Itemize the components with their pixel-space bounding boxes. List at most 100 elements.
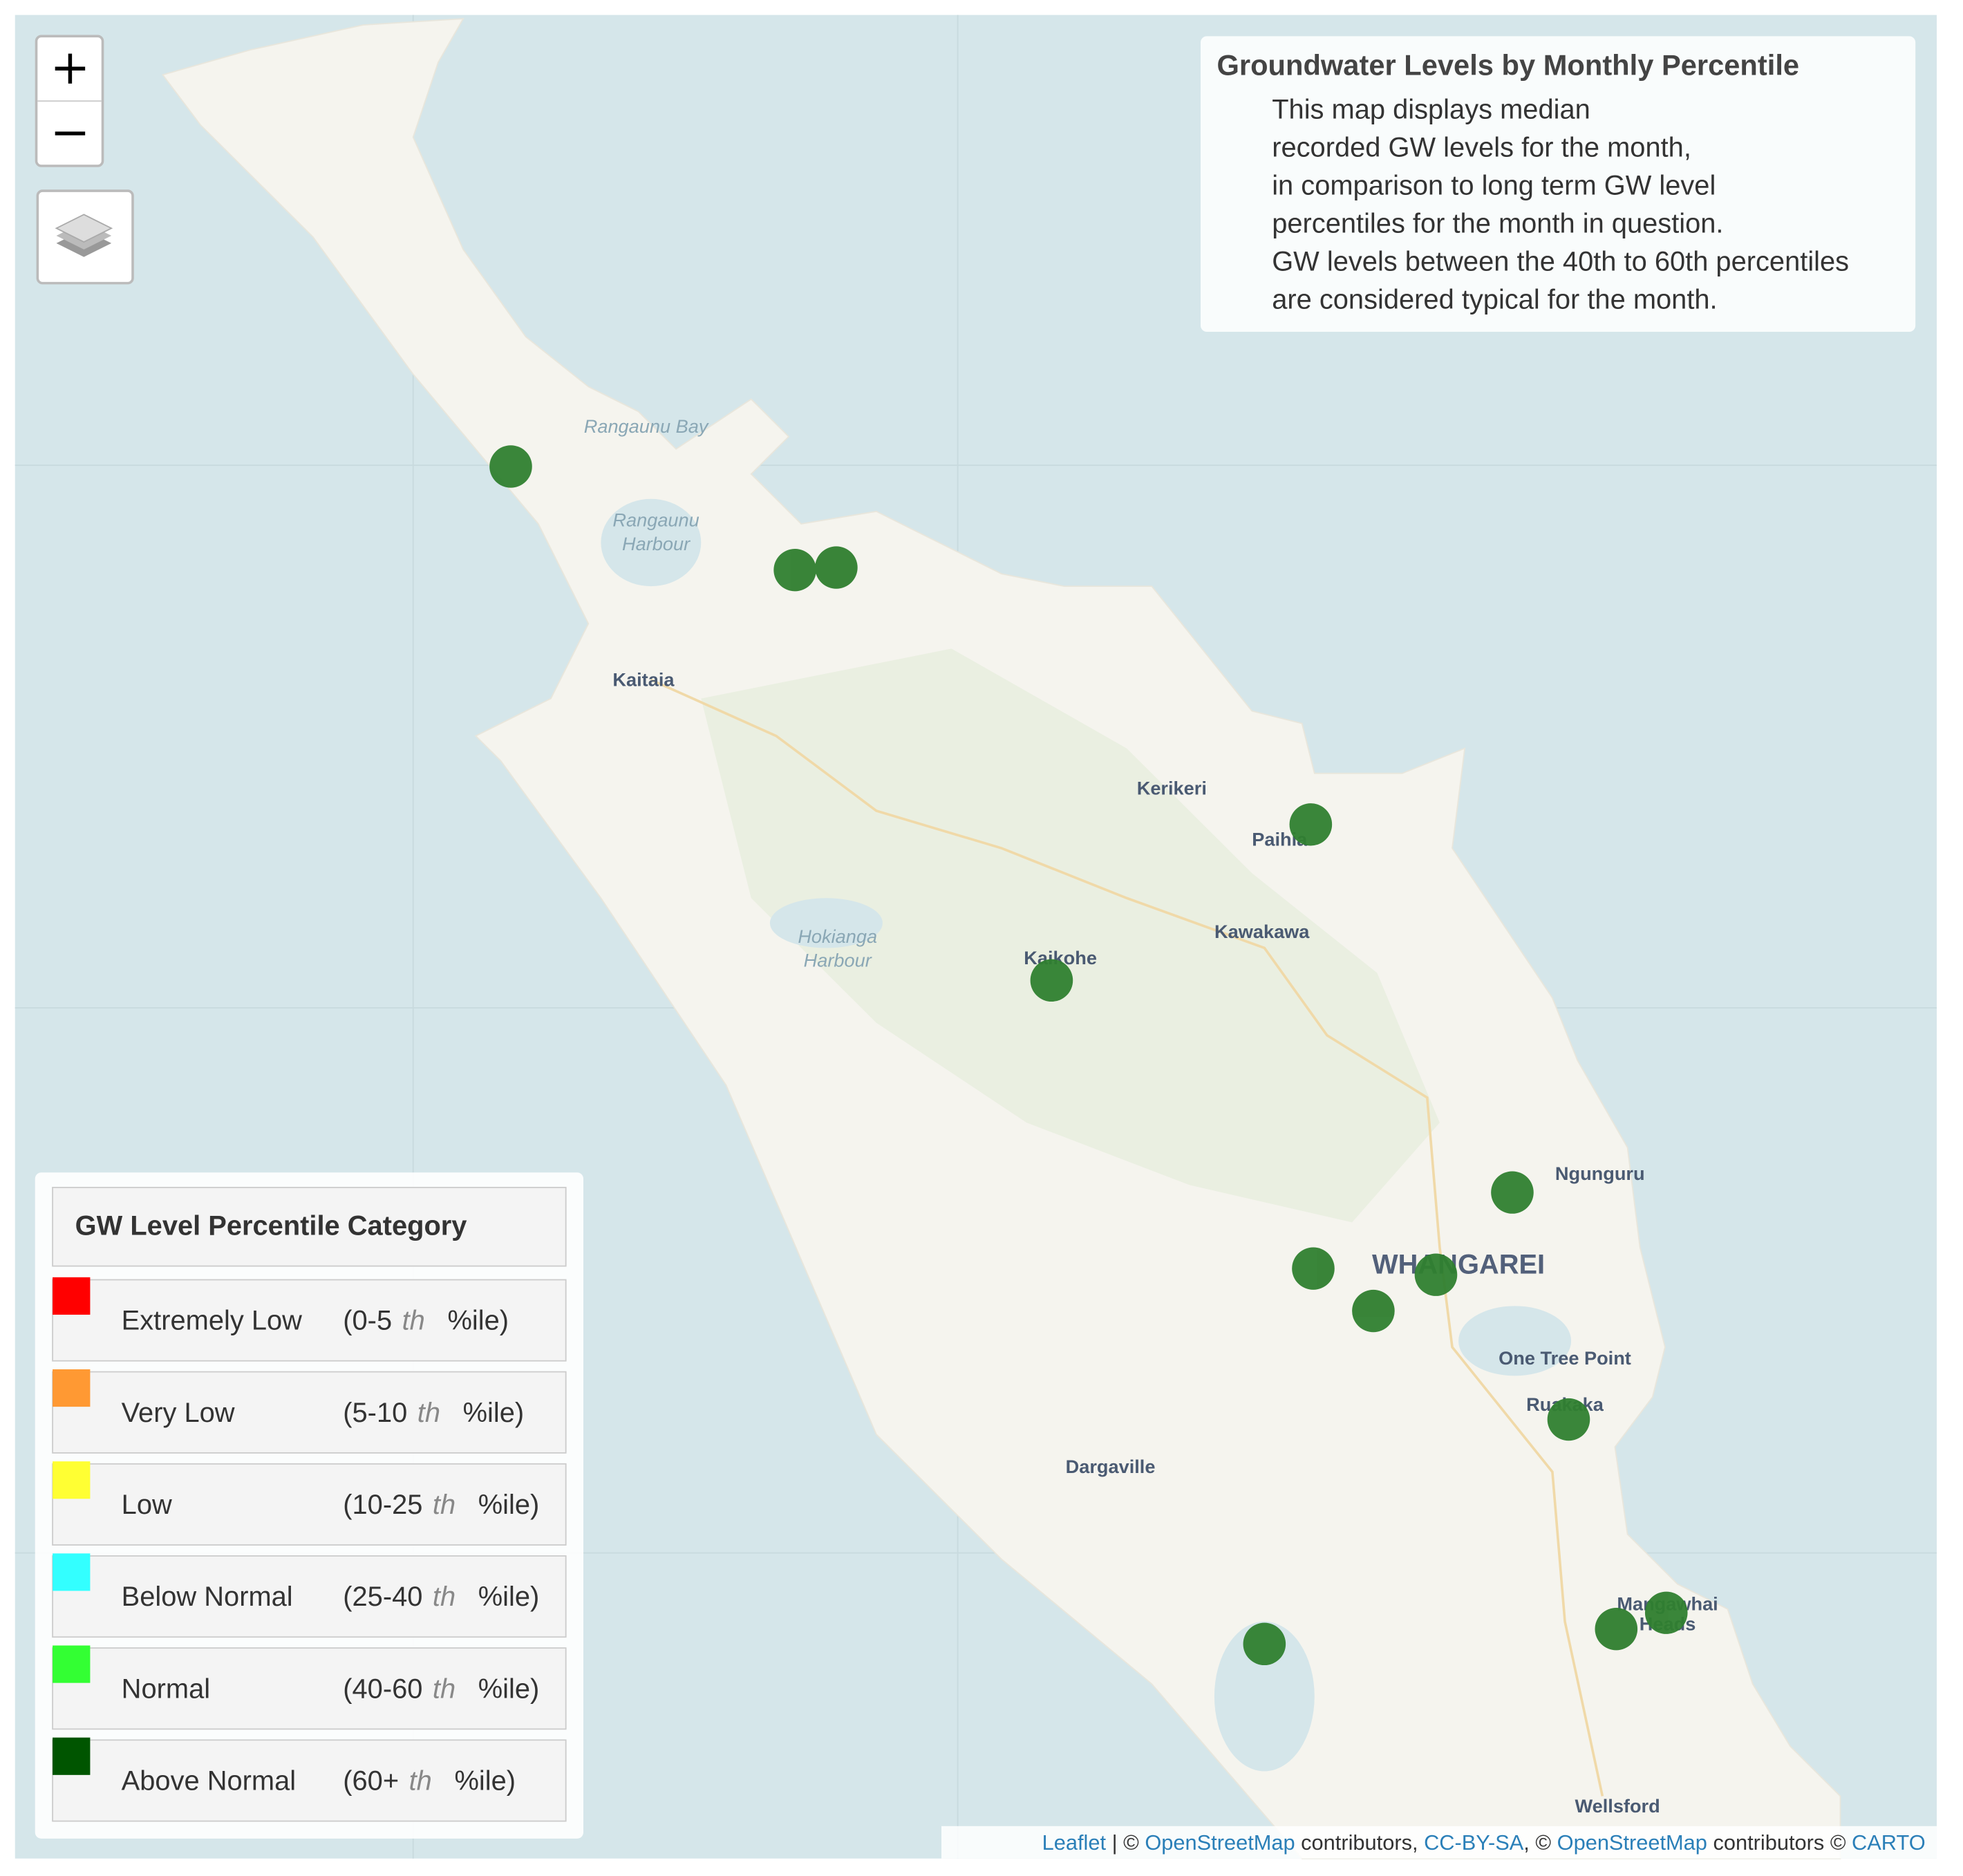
legend-swatch (53, 1737, 91, 1775)
site-marker[interactable] (1243, 1622, 1286, 1666)
place-label: Harbour (804, 950, 872, 971)
legend-item: Below Normal (25-40 th %ile) (52, 1553, 567, 1638)
unit: %ile) (478, 1582, 540, 1612)
harbour (601, 498, 702, 587)
site-marker[interactable] (1414, 1253, 1458, 1296)
range: (0-5 (343, 1306, 392, 1336)
layers-button[interactable] (36, 189, 134, 285)
range: (40-60 (343, 1673, 422, 1704)
legend-item: Above Normal (60+ th %ile) (52, 1737, 567, 1822)
place-label: Ngunguru (1555, 1163, 1645, 1184)
ordinal: th (433, 1490, 455, 1520)
place-label: Rangaunu (612, 509, 699, 531)
legend-label: Below Normal (122, 1582, 293, 1612)
legend-range: (0-5 th %ile) (343, 1306, 509, 1336)
unit: %ile) (447, 1306, 509, 1336)
place-label: Dargaville (1066, 1456, 1156, 1477)
ordinal: th (433, 1582, 455, 1612)
info-line: in comparison to long term GW level (1272, 171, 1716, 201)
site-marker[interactable] (1352, 1289, 1395, 1333)
legend-range: (5-10 th %ile) (343, 1398, 524, 1428)
legend-label: Normal (122, 1673, 210, 1704)
place-label: One Tree Point (1499, 1347, 1631, 1369)
site-marker[interactable] (1547, 1398, 1590, 1441)
legend-swatch (53, 1461, 91, 1499)
link[interactable]: CC-BY-SA (1424, 1830, 1524, 1855)
legend-range: (60+ th %ile) (343, 1766, 516, 1797)
info-title: Groundwater Levels by Monthly Percentile (1217, 48, 1800, 81)
info-line: GW levels between the 40th to 60th perce… (1272, 247, 1849, 277)
info-panel: Groundwater Levels by Monthly Percentile… (1200, 36, 1916, 332)
text: , © (1523, 1830, 1557, 1855)
legend-row (52, 1279, 567, 1362)
site-marker[interactable] (815, 546, 858, 589)
legend-swatch (53, 1277, 91, 1315)
site-marker[interactable] (1595, 1608, 1638, 1651)
text: | © (1106, 1830, 1145, 1855)
site-marker[interactable] (1030, 959, 1073, 1002)
site-marker[interactable] (1491, 1171, 1534, 1214)
attribution-text: Leaflet | © OpenStreetMap contributors, … (1042, 1830, 1926, 1855)
info-line: This map displays median (1272, 94, 1590, 124)
legend-row (52, 1371, 567, 1454)
link[interactable]: OpenStreetMap (1557, 1830, 1707, 1855)
legend-range: (40-60 th %ile) (343, 1673, 539, 1704)
ordinal: th (402, 1306, 425, 1336)
legend-range: (25-40 th %ile) (343, 1582, 539, 1612)
place-label: Kaitaia (612, 669, 675, 691)
legend-label: Above Normal (122, 1766, 296, 1797)
range: (60+ (343, 1766, 399, 1797)
legend-title: GW Level Percentile Category (75, 1211, 467, 1241)
site-markers (489, 445, 1688, 1666)
legend-range: (10-25 th %ile) (343, 1490, 539, 1520)
legend-item: Very Low (5-10 th %ile) (52, 1369, 567, 1454)
range: (5-10 (343, 1398, 407, 1428)
site-marker[interactable] (1289, 803, 1333, 846)
site-marker[interactable] (489, 445, 532, 488)
unit: %ile) (463, 1398, 525, 1428)
road (650, 678, 1604, 1797)
site-marker[interactable] (1644, 1591, 1688, 1634)
zoom-in-button[interactable] (37, 37, 101, 100)
zoom-out-button[interactable] (37, 102, 101, 165)
link[interactable]: CARTO (1852, 1830, 1926, 1855)
legend-title-box (52, 1187, 567, 1267)
legend-row (52, 1463, 567, 1546)
place-label: Hokianga (798, 926, 877, 947)
legend-swatch (53, 1553, 91, 1591)
harbour (769, 898, 883, 948)
info-line: recorded GW levels for the month, (1272, 133, 1691, 163)
info-box (1200, 36, 1916, 332)
site-marker[interactable] (1292, 1247, 1335, 1290)
legend-row (52, 1647, 567, 1730)
place-label: Harbour (622, 533, 691, 554)
link[interactable]: OpenStreetMap (1145, 1830, 1295, 1855)
legend-row (52, 1739, 567, 1822)
legend-label: Very Low (122, 1398, 235, 1428)
legend-label: Low (122, 1490, 172, 1520)
place-label: Wellsford (1575, 1795, 1660, 1817)
site-marker[interactable] (773, 548, 816, 592)
text: contributors, (1295, 1830, 1424, 1855)
legend-row (52, 1555, 567, 1638)
ordinal: th (417, 1398, 440, 1428)
legend-item: Extremely Low (0-5 th %ile) (52, 1277, 567, 1362)
place-label: Rangaunu Bay (584, 415, 709, 437)
attribution: Leaflet | © OpenStreetMap contributors, … (941, 1826, 1937, 1859)
vegetation (701, 648, 1440, 1223)
legend: GW Level Percentile Category Extremely L… (35, 1172, 584, 1839)
range: (25-40 (343, 1582, 422, 1612)
harbour (1458, 1306, 1572, 1376)
place-label: Kawakawa (1214, 921, 1310, 942)
unit: %ile) (478, 1490, 540, 1520)
zoom-control (35, 35, 104, 167)
legend-item: Low (10-25 th %ile) (52, 1461, 567, 1546)
attribution-box (941, 1826, 1937, 1859)
legend-swatch (53, 1369, 91, 1407)
info-line: are considered typical for the month. (1272, 285, 1717, 315)
legend-label: Extremely Low (122, 1306, 303, 1336)
legend-swatch (53, 1645, 91, 1683)
unit: %ile) (478, 1673, 540, 1704)
link[interactable]: Leaflet (1042, 1830, 1107, 1855)
